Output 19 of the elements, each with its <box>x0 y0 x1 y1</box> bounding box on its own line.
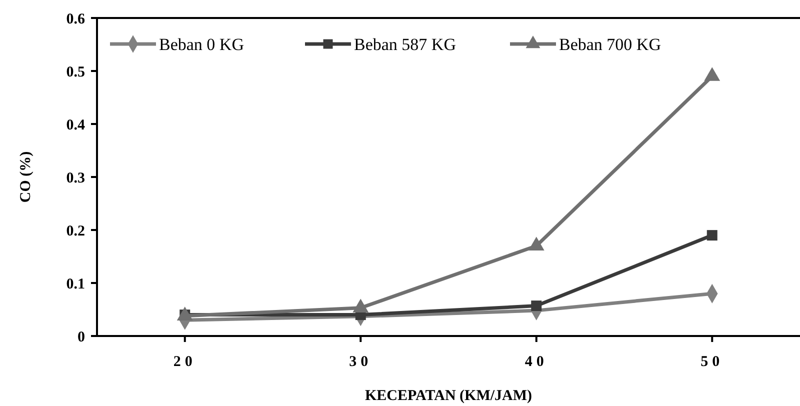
y-tick-label: 0 <box>78 329 85 346</box>
y-axis-title: CO (%) <box>18 151 34 203</box>
y-tick-label: 0.2 <box>66 223 85 240</box>
x-tick-label: 30 <box>349 354 372 370</box>
y-tick-label: 0.4 <box>66 117 86 134</box>
point <box>531 300 542 312</box>
x-tick-label: 40 <box>524 354 548 370</box>
y-tick-label: 0.3 <box>66 170 85 186</box>
x-tick-label: 50 <box>700 354 724 370</box>
legend-label: Beban 0 KG <box>159 34 244 54</box>
y-tick-label: 0.6 <box>66 11 86 28</box>
legend-label: Beban 700 KG <box>559 34 661 54</box>
legend-label: Beban 587 KG <box>354 34 456 54</box>
x-axis-title: KECEPATAN (KM/JAM) <box>364 388 532 404</box>
point <box>706 230 718 241</box>
x-tick-label: 20 <box>173 354 196 370</box>
y-tick-label: 0.1 <box>66 276 85 292</box>
y-tick-label: 0.5 <box>66 64 85 80</box>
point <box>704 67 720 81</box>
